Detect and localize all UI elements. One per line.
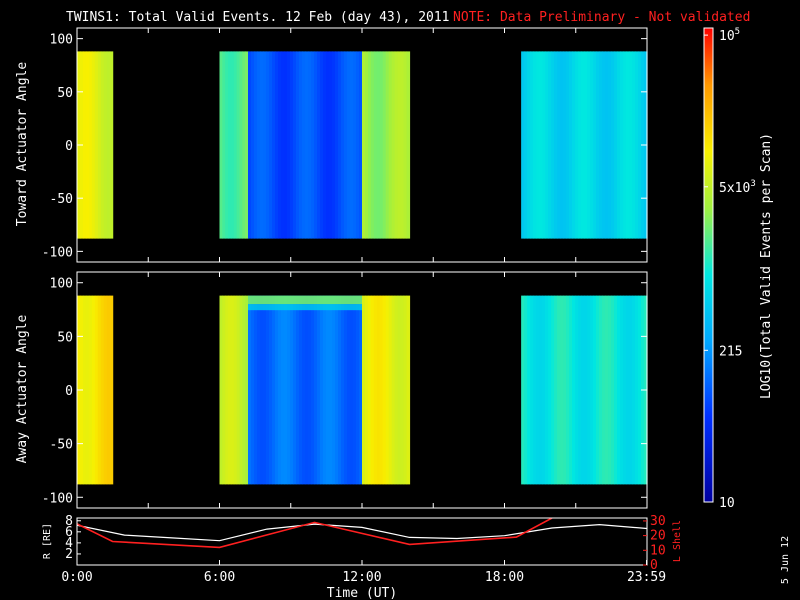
heatmap-segment [521,51,648,239]
heatmap-segment [219,295,249,485]
xtick-label: 0:00 [61,570,92,585]
ytick-label: 50 [57,330,73,345]
ytick-right-label: 20 [650,529,666,544]
heatmap-segment [219,51,249,239]
colorbar-tick-label: 215 [719,344,742,359]
heatmap-segment [248,51,363,239]
away-panel: 100 50 0 -50 -100 [42,271,648,509]
orbit-frame [76,517,648,566]
chart-note: NOTE: Data Preliminary - Not validated [453,10,750,25]
heatmap-segment [362,51,411,239]
ytick-label: -50 [50,438,73,453]
chart-title: TWINS1: Total Valid Events. 12 Feb (day … [66,10,450,25]
r-series-line [77,523,647,542]
colorbar-ticks: 105 5x103 215 10 [704,27,756,511]
colorbar-scale [704,28,713,502]
xtick-label: 18:00 [485,570,524,585]
toward-ylabel: Toward Actuator Angle [15,62,30,227]
heatmap-segment [248,295,363,485]
orbit-xlabel: Time (UT) [327,586,397,600]
lshell-series-line [77,518,553,549]
orbit-ylabel-left: R [RE] [42,523,53,559]
colorbar-tick-label: 5x103 [719,179,756,196]
ytick-label: 50 [57,86,73,101]
ytick-label: 0 [65,384,73,399]
heatmap-segment [521,295,648,485]
ytick-right-label: 10 [650,543,666,558]
ytick-label: 0 [65,139,73,154]
ytick-right-label: 0 [650,558,658,573]
colorbar-frame [703,27,714,503]
xtick-label: 12:00 [342,570,381,585]
xtick-label: 23:59 [627,570,666,585]
date-stamp: 5 Jun 12 [780,536,791,584]
ytick-left-label: 4 [65,536,73,551]
colorbar-tick-label: 10 [719,496,735,511]
colorbar-tick-label: 105 [719,27,740,44]
ytick-left-label: 8 [65,514,73,529]
ytick-right-label: 30 [650,514,666,529]
ytick-left-label: 6 [65,525,73,540]
colorbar-label: LOG10(Total Valid Events per Scan) [759,133,774,399]
xtick-label: 6:00 [204,570,235,585]
toward-panel: 100 50 0 -50 -100 [42,27,648,263]
orbit-ylabel-right: L Shell [672,520,683,562]
ytick-label: -100 [42,491,73,506]
ytick-label: 100 [50,33,73,48]
ytick-label: 100 [50,277,73,292]
ytick-left-label: 2 [65,547,73,562]
ytick-label: -50 [50,192,73,207]
ytick-label: -100 [42,245,73,260]
heatmap-segment [362,295,411,485]
away-ylabel: Away Actuator Angle [15,314,30,463]
